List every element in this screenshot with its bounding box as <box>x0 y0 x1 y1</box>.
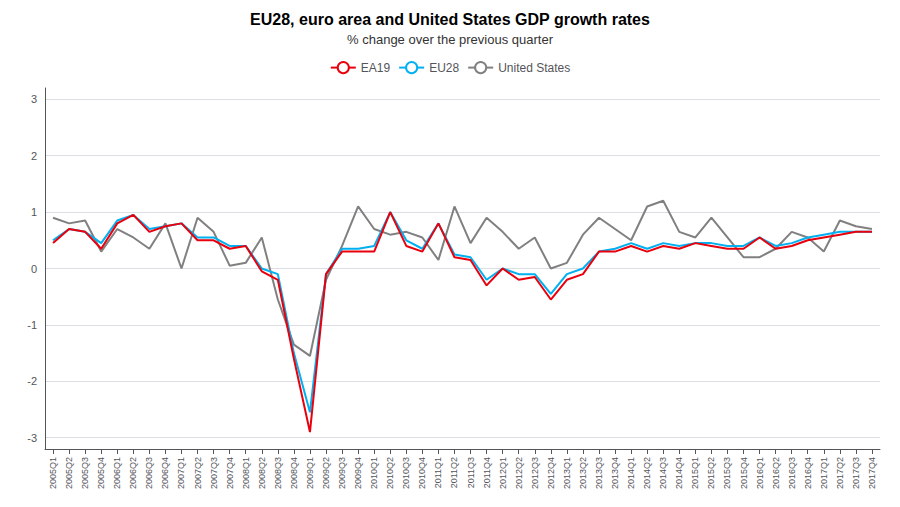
svg-text:2008Q2: 2008Q2 <box>257 457 267 489</box>
svg-text:2015Q4: 2015Q4 <box>739 457 749 489</box>
svg-text:EA19: EA19 <box>361 61 391 75</box>
svg-text:2007Q2: 2007Q2 <box>193 457 203 489</box>
svg-text:2011Q4: 2011Q4 <box>482 457 492 488</box>
svg-text:2007Q3: 2007Q3 <box>209 457 219 489</box>
svg-text:2012Q4: 2012Q4 <box>546 457 556 489</box>
svg-text:1: 1 <box>31 206 37 218</box>
svg-text:-1: -1 <box>27 319 37 331</box>
svg-text:2017Q4: 2017Q4 <box>867 457 877 489</box>
svg-text:2014Q2: 2014Q2 <box>642 457 652 489</box>
svg-text:2016Q1: 2016Q1 <box>755 457 765 489</box>
svg-text:2010Q1: 2010Q1 <box>369 457 379 489</box>
svg-text:2007Q4: 2007Q4 <box>225 457 235 489</box>
svg-text:2: 2 <box>31 150 37 162</box>
svg-text:2015Q3: 2015Q3 <box>722 457 732 489</box>
svg-text:2012Q3: 2012Q3 <box>530 457 540 489</box>
svg-text:2013Q1: 2013Q1 <box>562 457 572 489</box>
svg-text:2010Q2: 2010Q2 <box>385 457 395 489</box>
svg-text:3: 3 <box>31 93 37 105</box>
svg-text:2011Q2: 2011Q2 <box>449 457 459 488</box>
svg-text:2005Q3: 2005Q3 <box>80 457 90 489</box>
svg-text:2008Q4: 2008Q4 <box>289 457 299 489</box>
svg-text:2008Q1: 2008Q1 <box>241 457 251 489</box>
svg-text:2016Q2: 2016Q2 <box>771 457 781 489</box>
svg-text:2005Q4: 2005Q4 <box>96 457 106 489</box>
svg-text:2009Q1: 2009Q1 <box>305 457 315 489</box>
svg-text:2005Q2: 2005Q2 <box>64 457 74 489</box>
svg-text:2009Q2: 2009Q2 <box>321 457 331 489</box>
svg-text:2014Q3: 2014Q3 <box>658 457 668 489</box>
svg-text:2017Q3: 2017Q3 <box>851 457 861 489</box>
svg-text:0: 0 <box>31 263 37 275</box>
svg-text:2014Q1: 2014Q1 <box>626 457 636 489</box>
svg-text:2009Q3: 2009Q3 <box>337 457 347 489</box>
svg-text:2013Q2: 2013Q2 <box>578 457 588 489</box>
svg-text:2006Q1: 2006Q1 <box>112 457 122 489</box>
svg-text:2011Q1: 2011Q1 <box>433 457 443 488</box>
svg-text:2014Q4: 2014Q4 <box>674 457 684 489</box>
svg-text:2015Q2: 2015Q2 <box>706 457 716 489</box>
svg-text:2012Q2: 2012Q2 <box>514 457 524 489</box>
svg-text:2010Q4: 2010Q4 <box>417 457 427 489</box>
svg-text:2010Q3: 2010Q3 <box>401 457 411 489</box>
svg-text:2015Q1: 2015Q1 <box>690 457 700 489</box>
svg-text:United States: United States <box>498 61 570 75</box>
svg-text:2012Q1: 2012Q1 <box>498 457 508 489</box>
svg-text:2005Q1: 2005Q1 <box>48 457 58 489</box>
svg-text:2016Q3: 2016Q3 <box>787 457 797 489</box>
svg-text:2016Q4: 2016Q4 <box>803 457 813 489</box>
svg-text:EU28: EU28 <box>429 61 459 75</box>
svg-text:2013Q4: 2013Q4 <box>610 457 620 489</box>
svg-text:2006Q2: 2006Q2 <box>128 457 138 489</box>
svg-text:EU28, euro area and United Sta: EU28, euro area and United States GDP gr… <box>250 11 650 28</box>
svg-text:% change over the previous qua: % change over the previous quarter <box>347 32 554 47</box>
svg-text:2007Q1: 2007Q1 <box>176 457 186 489</box>
svg-text:2011Q3: 2011Q3 <box>466 457 476 488</box>
svg-text:2009Q4: 2009Q4 <box>353 457 363 489</box>
svg-text:2017Q1: 2017Q1 <box>819 457 829 489</box>
svg-text:2006Q3: 2006Q3 <box>144 457 154 489</box>
svg-text:2017Q2: 2017Q2 <box>835 457 845 489</box>
svg-text:2013Q3: 2013Q3 <box>594 457 604 489</box>
svg-text:-3: -3 <box>27 432 37 444</box>
svg-text:-2: -2 <box>27 375 37 387</box>
svg-text:2008Q3: 2008Q3 <box>273 457 283 489</box>
svg-text:2006Q4: 2006Q4 <box>160 457 170 489</box>
